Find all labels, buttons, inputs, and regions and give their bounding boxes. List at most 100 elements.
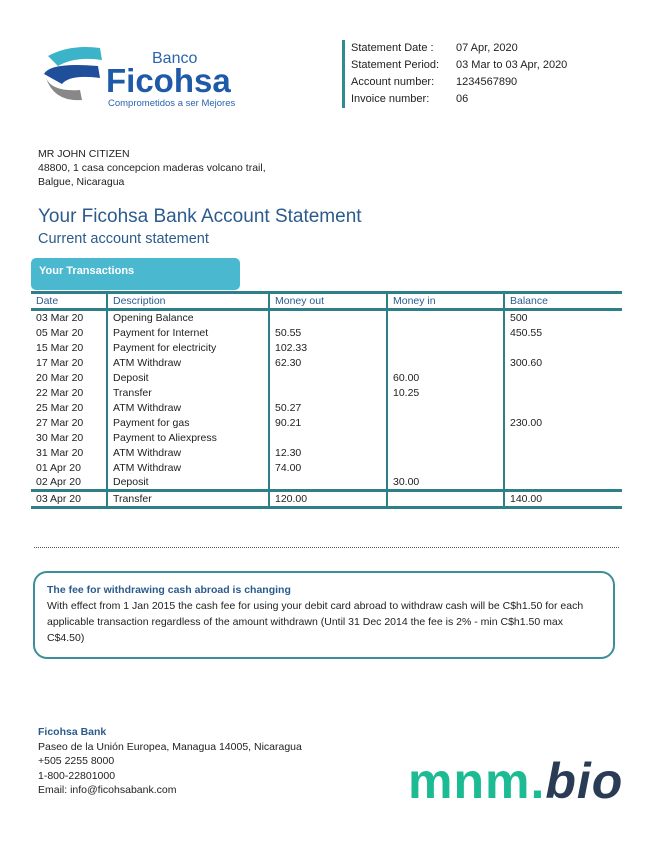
cell: 03 Mar 20 <box>36 312 84 324</box>
cell <box>386 415 504 430</box>
transactions-tab: Your Transactions <box>31 258 240 290</box>
cell <box>268 430 387 445</box>
cell: ATM Withdraw <box>106 445 269 460</box>
logo-name: Ficohsa <box>106 62 231 99</box>
cell: 15 Mar 20 <box>36 341 84 354</box>
cell: Transfer <box>106 385 269 400</box>
customer-name: MR JOHN CITIZEN <box>38 148 130 160</box>
cell <box>268 385 387 400</box>
table-row: 15 Mar 20 Payment for electricity 102.33 <box>31 340 622 355</box>
cell: 12.30 <box>268 445 387 460</box>
meta-value: 03 Mar to 03 Apr, 2020 <box>456 59 568 71</box>
cell <box>503 385 622 400</box>
cell: Transfer <box>106 489 269 509</box>
cell: 25 Mar 20 <box>36 401 84 414</box>
customer-address: MR JOHN CITIZEN 48800, 1 casa concepcion… <box>38 147 266 189</box>
cell <box>386 445 504 460</box>
cell: 140.00 <box>503 489 622 509</box>
cell: 50.27 <box>268 400 387 415</box>
meta-value: 07 Apr, 2020 <box>456 42 518 54</box>
cell <box>386 430 504 445</box>
watermark-b: bio <box>545 753 624 809</box>
cell: ATM Withdraw <box>106 460 269 475</box>
cell: 500 <box>503 309 622 325</box>
footer-address: Paseo de la Unión Europea, Managua 14005… <box>38 740 302 753</box>
notice-box: The fee for withdrawing cash abroad is c… <box>33 571 615 659</box>
cell: 30.00 <box>386 475 504 491</box>
cell <box>386 400 504 415</box>
cell: 90.21 <box>268 415 387 430</box>
ficohsa-logo: Banco Ficohsa Comprometidos a ser Mejore… <box>40 42 270 112</box>
cell: Description <box>106 291 269 311</box>
cell: Payment for electricity <box>106 340 269 355</box>
logo-tagline: Comprometidos a ser Mejores <box>108 98 236 109</box>
cell: 102.33 <box>268 340 387 355</box>
cell: 10.25 <box>386 385 504 400</box>
cell: Deposit <box>106 475 269 491</box>
cell <box>268 475 387 491</box>
cell: Payment for Internet <box>106 325 269 340</box>
cell: Money in <box>386 291 504 311</box>
meta-value: 06 <box>456 93 469 105</box>
meta-label: Account number: <box>351 76 435 88</box>
table-row: 30 Mar 20 Payment to Aliexpress <box>31 430 622 445</box>
logo-bank: Banco <box>152 50 198 67</box>
table-row: 22 Mar 20 Transfer 10.25 <box>31 385 622 400</box>
cell <box>386 325 504 340</box>
cell <box>503 400 622 415</box>
table-row: 03 Mar 20 Opening Balance 500 <box>31 309 622 325</box>
cell <box>268 309 387 325</box>
cell <box>386 460 504 475</box>
cell: 27 Mar 20 <box>36 416 84 429</box>
cell: 60.00 <box>386 370 504 385</box>
cell: 31 Mar 20 <box>36 446 84 459</box>
cell: 300.60 <box>503 355 622 370</box>
cell: Date <box>31 291 107 311</box>
cell <box>386 355 504 370</box>
table-row: 05 Mar 20 Payment for Internet 50.55 450.55 <box>31 325 622 340</box>
divider <box>34 547 619 548</box>
footer-phone: 1-800-22801000 <box>38 769 116 782</box>
cell: 02 Apr 20 <box>36 476 81 488</box>
cell: 62.30 <box>268 355 387 370</box>
cell <box>503 370 622 385</box>
meta-label: Statement Period: <box>351 59 440 71</box>
cell <box>503 475 622 491</box>
table-row: 02 Apr 20 Deposit 30.00 <box>31 475 622 491</box>
address-line: Balgue, Nicaragua <box>38 176 125 188</box>
cell <box>503 430 622 445</box>
cell: 50.55 <box>268 325 387 340</box>
watermark-a: mnm. <box>408 753 546 809</box>
cell: Money out <box>268 291 387 311</box>
table-row: 17 Mar 20 ATM Withdraw 62.30 300.60 <box>31 355 622 370</box>
logo-mark-icon <box>44 47 102 101</box>
meta-value: 1234567890 <box>456 76 518 88</box>
statement-meta: Statement Date : 07 Apr, 2020 Statement P… <box>342 40 567 108</box>
cell: ATM Withdraw <box>106 355 269 370</box>
cell: 74.00 <box>268 460 387 475</box>
page-title: Your Ficohsa Bank Account Statement <box>38 206 362 227</box>
cell: 450.55 <box>503 325 622 340</box>
cell: Opening Balance <box>106 309 269 325</box>
cell: 22 Mar 20 <box>36 386 84 399</box>
transactions-table: Date Description Money out Money in Balance 0… <box>31 291 622 509</box>
footer-phone: +505 2255 8000 <box>38 755 115 767</box>
table-header: Date Description Money out Money in Balance <box>31 291 622 311</box>
table-row: 27 Mar 20 Payment for gas 90.21 230.00 <box>31 415 622 430</box>
cell: Payment for gas <box>106 415 269 430</box>
cell: 03 Apr 20 <box>31 489 107 509</box>
cell: 120.00 <box>268 489 387 509</box>
table-row: 01 Apr 20 ATM Withdraw 74.00 <box>31 460 622 475</box>
cell <box>386 309 504 325</box>
table-row: 03 Apr 20 Transfer 120.00 140.00 <box>31 489 622 509</box>
cell <box>503 445 622 460</box>
notice-body: With effect from 1 Jan 2015 the cash fee… <box>47 600 584 644</box>
cell: 01 Apr 20 <box>36 461 81 474</box>
cell <box>386 340 504 355</box>
footer-name: Ficohsa Bank <box>38 726 107 738</box>
cell: 230.00 <box>503 415 622 430</box>
meta-label: Statement Date : <box>351 42 434 54</box>
table-row: 20 Mar 20 Deposit 60.00 <box>31 370 622 385</box>
page-subtitle: Current account statement <box>38 231 209 247</box>
table-row: 25 Mar 20 ATM Withdraw 50.27 <box>31 400 622 415</box>
